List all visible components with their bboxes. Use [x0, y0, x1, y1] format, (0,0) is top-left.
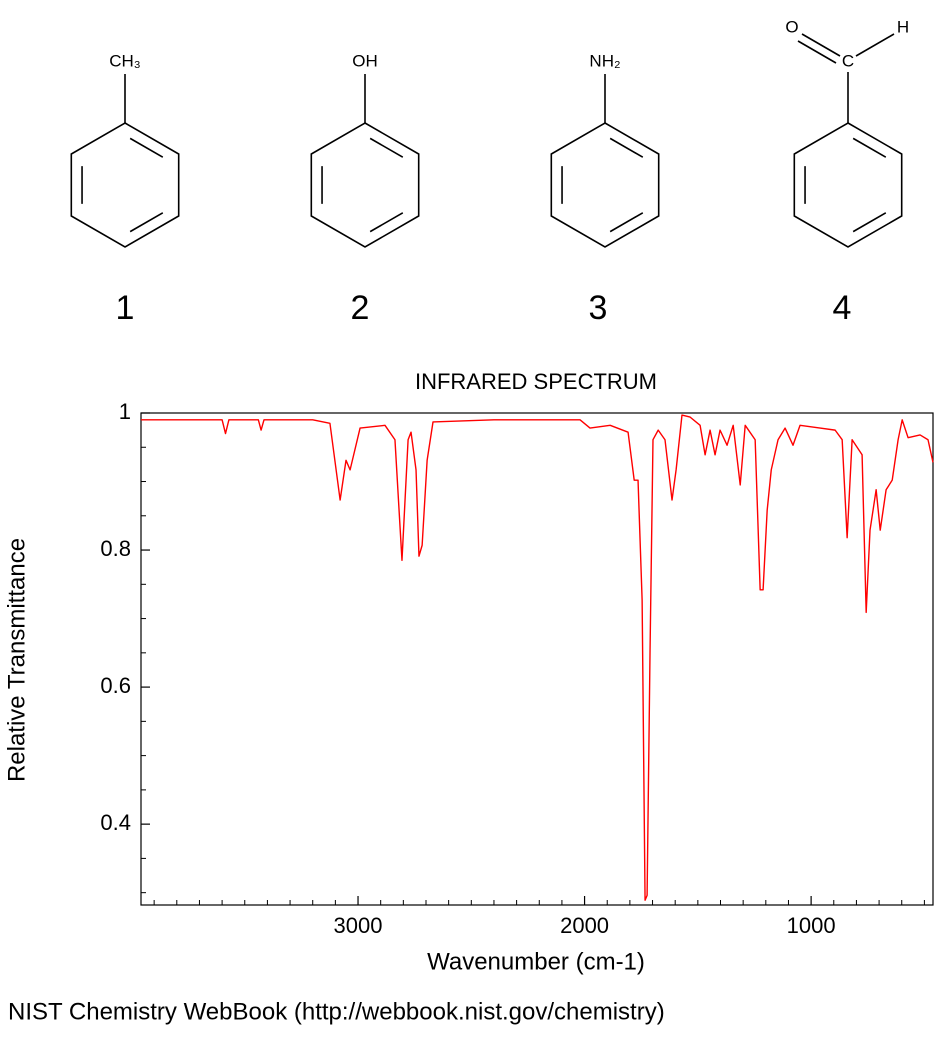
footer: NIST Chemistry WebBook (http://webbook.n… [8, 998, 665, 1025]
double-bond [369, 212, 404, 233]
bonds [124, 33, 895, 123]
compound-number: 2 [351, 289, 370, 327]
spectrum-line [141, 414, 934, 901]
x-tick-label: 1000 [787, 913, 836, 938]
double-bond [129, 212, 164, 233]
substituent: NH₂ [589, 51, 620, 70]
double-bond [852, 212, 887, 233]
substituent: CH₃ [109, 51, 140, 70]
atom-label: C [842, 51, 854, 70]
compound-number: 3 [589, 289, 608, 327]
plot-frame [140, 412, 934, 906]
compound-number: 1 [116, 289, 135, 327]
y-tick-label: 0.6 [100, 673, 131, 698]
x-axis-label: Wavenumber (cm-1) [427, 948, 645, 975]
compound-number: 4 [833, 289, 852, 327]
double-bond [609, 212, 644, 233]
benzene-ring [70, 122, 180, 248]
x-tick-label: 2000 [560, 913, 609, 938]
y-tick-label: 1 [119, 399, 131, 424]
atom-label: H [897, 17, 909, 36]
x-tick-label: 3000 [334, 913, 383, 938]
bond [801, 33, 841, 57]
y-tick-label: 0.8 [100, 536, 131, 561]
double-bond [852, 137, 887, 158]
double-bond [129, 137, 164, 158]
double-bond [369, 137, 404, 158]
substituent: OH [352, 51, 378, 70]
benzene-ring [550, 122, 660, 248]
benzene-ring [310, 122, 420, 248]
benzene-ring [793, 122, 903, 248]
bond [855, 33, 895, 57]
atom-label: O [785, 17, 798, 36]
double-bond [609, 137, 644, 158]
bond [797, 40, 837, 64]
y-axis-label: Relative Transmittance [3, 538, 30, 782]
chart-title: INFRARED SPECTRUM [415, 369, 657, 394]
y-tick-label: 0.4 [100, 810, 131, 835]
